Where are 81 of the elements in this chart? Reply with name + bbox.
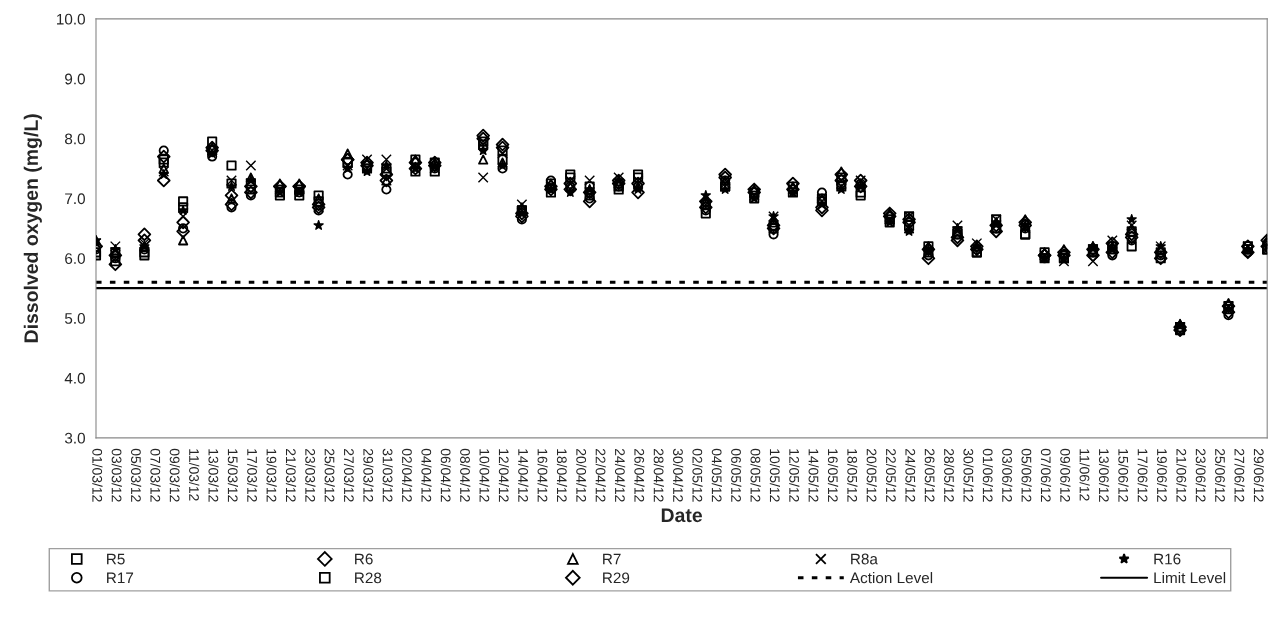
legend-label: R17 (107, 572, 134, 584)
x-tick-label: 22/05/12 (885, 448, 897, 502)
x-axis-title: Date (661, 508, 703, 523)
x-tick-label: 08/05/12 (750, 448, 761, 502)
legend-label: R8a (851, 553, 878, 565)
x-tick-label: 25/03/12 (324, 448, 335, 502)
x-tick-label: 05/03/12 (130, 448, 142, 502)
x-tick-label: 21/06/12 (1176, 448, 1187, 502)
x-tick-label: 16/05/12 (827, 449, 839, 502)
x-tick-label: 02/05/12 (692, 448, 703, 502)
x-tick-label: 28/05/12 (944, 448, 955, 502)
x-tick-label: 08/04/12 (460, 448, 471, 502)
x-tick-label: 14/04/12 (518, 449, 529, 502)
x-tick-label: 23/03/12 (305, 448, 316, 502)
x-tick-label: 16/04/12 (537, 449, 548, 502)
legend-label: Limit Level (1154, 572, 1226, 584)
x-tick-label: 26/04/12 (634, 448, 645, 502)
x-tick-label: 29/03/12 (363, 448, 374, 502)
x-tick-label: 10/04/12 (479, 449, 490, 502)
x-tick-label: 03/03/12 (111, 448, 122, 502)
x-tick-label: 09/03/12 (169, 448, 180, 502)
x-tick-label: 27/03/12 (343, 448, 355, 502)
legend-label: R6 (355, 553, 373, 565)
legend-label: R7 (603, 553, 621, 565)
x-tick-label: 07/03/12 (150, 448, 161, 502)
x-tick-label: 15/03/12 (227, 449, 238, 502)
legend-label: R29 (603, 572, 630, 584)
x-tick-label: 14/05/12 (808, 449, 819, 502)
x-tick-label: 20/04/12 (576, 448, 587, 502)
x-tick-label: 02/04/12 (402, 448, 413, 502)
x-tick-label: 04/05/12 (711, 448, 722, 502)
x-tick-label: 11/03/12 (189, 449, 200, 501)
x-tick-label: 24/04/12 (614, 448, 626, 502)
y-tick-label: 9.0 (65, 73, 85, 85)
x-tick-label: 29/06/12 (1253, 448, 1264, 502)
y-axis-title: Dissolved oxygen (mg/L) (23, 114, 42, 343)
x-tick-label: 19/03/12 (266, 449, 277, 502)
x-tick-label: 11/06/12 (1079, 449, 1090, 501)
x-tick-label: 13/03/12 (208, 449, 219, 502)
y-tick-label: 6.0 (65, 253, 85, 264)
legend-label: R16 (1154, 553, 1181, 565)
x-tick-label: 21/03/12 (285, 448, 297, 502)
x-tick-label: 27/06/12 (1234, 448, 1245, 502)
legend-label: R28 (355, 572, 382, 584)
y-tick-label: 4.0 (64, 372, 85, 384)
x-tick-label: 06/04/12 (440, 448, 451, 502)
x-tick-label: 31/03/12 (382, 448, 393, 502)
x-tick-label: 06/05/12 (731, 448, 742, 502)
x-tick-label: 30/05/12 (963, 448, 974, 502)
x-tick-label: 12/04/12 (498, 449, 510, 502)
legend-label: Action Level (849, 572, 933, 584)
x-tick-label: 09/06/12 (1060, 448, 1071, 502)
x-tick-label: 23/06/12 (1195, 448, 1206, 502)
x-tick-label: 12/05/12 (789, 449, 800, 502)
x-tick-label: 26/05/12 (924, 448, 935, 502)
x-tick-label: 05/06/12 (1021, 448, 1032, 502)
x-tick-label: 18/05/12 (847, 449, 858, 502)
y-tick-label: 8.0 (65, 133, 85, 145)
x-tick-label: 07/06/12 (1040, 448, 1052, 502)
y-tick-label: 10.0 (57, 13, 85, 25)
x-tick-label: 17/03/12 (247, 449, 258, 502)
y-tick-label: 3.0 (64, 432, 85, 444)
y-tick-label: 5.0 (64, 313, 85, 324)
x-tick-label: 15/06/12 (1118, 449, 1129, 502)
y-tick-label: 7.0 (65, 193, 85, 205)
x-tick-label: 10/05/12 (769, 449, 781, 502)
x-tick-label: 04/04/12 (421, 448, 432, 502)
x-tick-label: 01/06/12 (982, 448, 993, 502)
x-tick-label: 01/03/12 (92, 448, 103, 502)
x-tick-label: 03/06/12 (1002, 448, 1013, 502)
x-tick-label: 18/04/12 (556, 449, 568, 502)
x-tick-label: 25/06/12 (1215, 448, 1226, 502)
x-tick-label: 20/05/12 (866, 448, 877, 502)
legend-label: R5 (107, 553, 125, 565)
x-tick-label: 22/04/12 (595, 448, 606, 502)
x-tick-label: 17/06/12 (1137, 449, 1148, 502)
x-tick-label: 19/06/12 (1157, 449, 1168, 502)
x-tick-label: 13/06/12 (1098, 449, 1110, 502)
x-tick-label: 28/04/12 (653, 448, 664, 502)
x-tick-label: 30/04/12 (673, 448, 684, 502)
x-tick-label: 24/05/12 (905, 448, 916, 502)
